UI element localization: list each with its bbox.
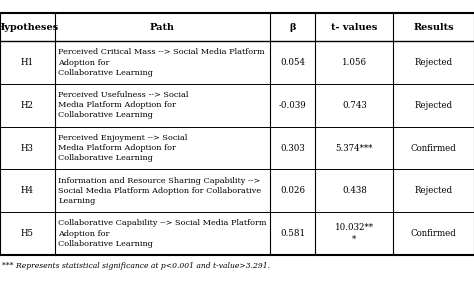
Bar bbox=[0, 212, 474, 255]
Text: Rejected: Rejected bbox=[415, 101, 453, 110]
Bar bbox=[0, 127, 474, 169]
Bar bbox=[0, 84, 474, 127]
Bar bbox=[0, 169, 474, 212]
Text: Perceived Critical Mass --> Social Media Platform
Adoption for
Collaborative Lea: Perceived Critical Mass --> Social Media… bbox=[58, 48, 265, 77]
Text: 0.054: 0.054 bbox=[280, 58, 305, 67]
Text: Perceived Enjoyment --> Social
Media Platform Adoption for
Collaborative Learnin: Perceived Enjoyment --> Social Media Pla… bbox=[58, 134, 188, 162]
Text: Perceived Usefulness --> Social
Media Platform Adoption for
Collaborative Learni: Perceived Usefulness --> Social Media Pl… bbox=[58, 91, 189, 120]
Text: H1: H1 bbox=[21, 58, 34, 67]
Text: 0.303: 0.303 bbox=[280, 143, 305, 153]
Text: Rejected: Rejected bbox=[415, 186, 453, 195]
Text: H5: H5 bbox=[21, 229, 34, 238]
Text: 1.056: 1.056 bbox=[342, 58, 367, 67]
Text: 0.743: 0.743 bbox=[342, 101, 367, 110]
Text: β: β bbox=[290, 22, 296, 32]
Text: H3: H3 bbox=[21, 143, 34, 153]
Text: Confirmed: Confirmed bbox=[411, 229, 456, 238]
Text: Confirmed: Confirmed bbox=[411, 143, 456, 153]
Text: 5.374***: 5.374*** bbox=[336, 143, 373, 153]
Text: Path: Path bbox=[150, 22, 175, 32]
Text: 0.581: 0.581 bbox=[280, 229, 305, 238]
Text: H2: H2 bbox=[21, 101, 34, 110]
Text: 10.032**
*: 10.032** * bbox=[335, 223, 374, 244]
Text: t- values: t- values bbox=[331, 22, 377, 32]
Bar bbox=[0, 41, 474, 84]
Text: 0.438: 0.438 bbox=[342, 186, 367, 195]
Text: Rejected: Rejected bbox=[415, 58, 453, 67]
Text: -0.039: -0.039 bbox=[279, 101, 307, 110]
Text: Results: Results bbox=[413, 22, 454, 32]
Text: H4: H4 bbox=[21, 186, 34, 195]
Text: 0.026: 0.026 bbox=[280, 186, 305, 195]
Bar bbox=[0, 13, 474, 41]
Text: Collaborative Capability --> Social Media Platform
Adoption for
Collaborative Le: Collaborative Capability --> Social Medi… bbox=[58, 219, 267, 248]
Text: Information and Resource Sharing Capability -->
Social Media Platform Adoption f: Information and Resource Sharing Capabil… bbox=[58, 177, 262, 205]
Text: Hypotheses: Hypotheses bbox=[0, 22, 59, 32]
Text: *** Represents statistical significance at p<0.001 and t-value>3.291.: *** Represents statistical significance … bbox=[2, 262, 270, 270]
